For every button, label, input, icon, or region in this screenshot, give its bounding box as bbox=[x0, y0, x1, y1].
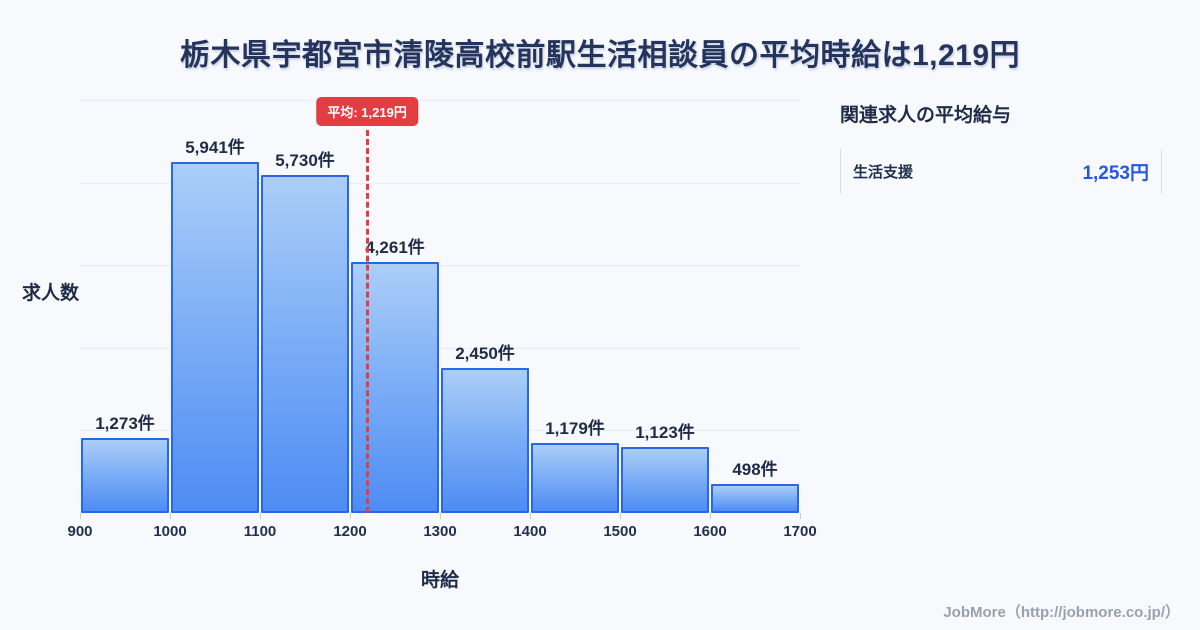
bar-value-label: 498件 bbox=[732, 460, 778, 479]
x-axis-tick-label: 900 bbox=[67, 523, 93, 540]
histogram-bar bbox=[441, 368, 529, 513]
histogram-bar bbox=[621, 447, 709, 513]
x-axis-tick bbox=[710, 513, 711, 519]
gridline bbox=[80, 430, 800, 432]
histogram-bar bbox=[261, 175, 349, 513]
related-salary-rows: 生活支援 1,253円 bbox=[840, 149, 1185, 194]
x-axis-tick-label: 1400 bbox=[513, 523, 547, 540]
gridline bbox=[80, 182, 800, 184]
page-title: 栃木県宇都宮市清陵高校前駅生活相談員の平均時給は1,219円 bbox=[179, 39, 1021, 72]
bar-value-label: 2,450件 bbox=[455, 344, 515, 363]
bar-value-label: 1,179件 bbox=[545, 419, 605, 438]
x-axis-tick bbox=[530, 513, 531, 519]
x-axis-tick bbox=[620, 513, 621, 519]
footer-credit: JobMore（http://jobmore.co.jp/） bbox=[943, 604, 1180, 621]
bar-value-label: 1,123件 bbox=[635, 423, 695, 442]
related-salary-heading: 関連求人の平均給与 bbox=[840, 105, 1012, 126]
bar-value-label: 4,261件 bbox=[365, 238, 425, 257]
related-salary-row: 生活支援 1,253円 bbox=[840, 149, 1162, 194]
x-axis-tick-label: 1700 bbox=[783, 523, 817, 540]
x-axis-tick bbox=[440, 513, 441, 519]
histogram-bar bbox=[81, 438, 169, 513]
x-axis-tick-label: 1100 bbox=[243, 523, 277, 540]
histogram-bar bbox=[531, 443, 619, 513]
x-axis-tick-label: 1500 bbox=[603, 523, 637, 540]
x-axis-tick bbox=[800, 513, 801, 519]
gridline bbox=[80, 265, 800, 267]
average-marker-badge: 平均: 1,219円 bbox=[316, 97, 418, 126]
related-salary-row-value: 1,253円 bbox=[1082, 163, 1149, 184]
y-axis-label: 求人数 bbox=[22, 283, 80, 304]
histogram-bar bbox=[171, 162, 259, 513]
x-axis-tick bbox=[260, 513, 261, 519]
related-salary-row-label: 生活支援 bbox=[853, 164, 914, 181]
related-salary-panel: 関連求人の平均給与 生活支援 1,253円 bbox=[840, 100, 1185, 194]
x-axis-tick-label: 1200 bbox=[333, 523, 367, 540]
gridline bbox=[80, 100, 800, 101]
x-axis-tick bbox=[80, 513, 81, 519]
bar-value-label: 5,941件 bbox=[185, 138, 245, 157]
histogram-bar bbox=[351, 262, 439, 513]
x-axis-tick-label: 1300 bbox=[423, 523, 457, 540]
gridline bbox=[80, 347, 800, 349]
bar-value-label: 1,273件 bbox=[95, 414, 155, 433]
x-axis-tick-label: 1000 bbox=[153, 523, 187, 540]
x-axis-tick-label: 1600 bbox=[693, 523, 727, 540]
x-axis-label: 時給 bbox=[420, 570, 459, 591]
bar-value-label: 5,730件 bbox=[275, 151, 335, 170]
histogram-bar bbox=[711, 484, 799, 513]
plot-area: 1,273件 5,941件 5,730件 4,261件 2,450件 1,179件 1,12… bbox=[67, 100, 817, 540]
x-axis-tick bbox=[170, 513, 171, 519]
average-marker-line bbox=[365, 130, 369, 513]
wage-histogram: 1,273件 5,941件 5,730件 4,261件 2,450件 1,179件 1,12… bbox=[22, 97, 817, 591]
x-axis-tick bbox=[350, 513, 351, 519]
